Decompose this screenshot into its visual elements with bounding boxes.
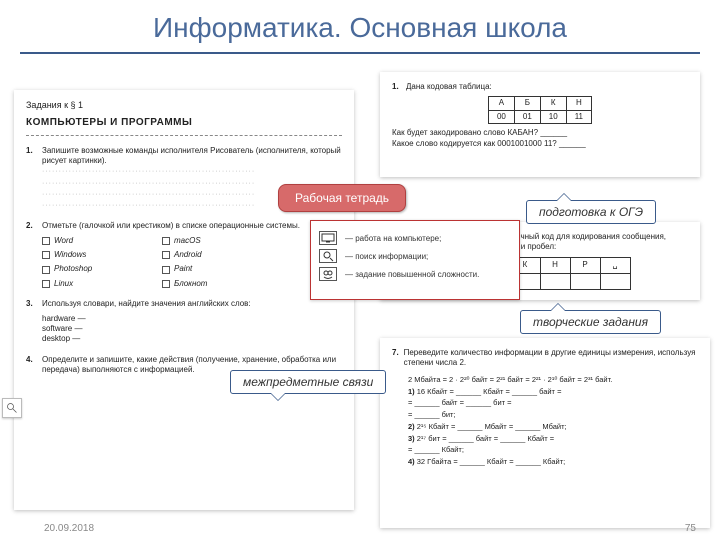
footer-date: 20.09.2018 xyxy=(44,523,94,534)
title-underline xyxy=(20,52,700,54)
tr-line2: Какое слово кодируется как 0001001000 11… xyxy=(392,139,688,149)
opt-linux: Linux xyxy=(54,279,73,289)
excerpt-topright: 1.Дана кодовая таблица: АБКН 00011011 Ка… xyxy=(380,72,700,177)
legend-work: — работа на компьютере; xyxy=(345,234,441,243)
footer-page: 75 xyxy=(685,523,696,534)
q3-num: 3. xyxy=(26,299,42,345)
opt-paint: Paint xyxy=(174,264,192,274)
section-title: КОМПЬЮТЕРЫ И ПРОГРАММЫ xyxy=(26,116,342,129)
opt-word: Word xyxy=(54,236,73,246)
legend-search: — поиск информации; xyxy=(345,252,428,261)
tr-lead: Дана кодовая таблица: xyxy=(406,82,492,92)
br-lead: Переведите количество информации в други… xyxy=(404,348,698,369)
br-example: 2 Мбайта = 2 · 2²⁰ байт = 2²¹ байт = 2²¹… xyxy=(408,375,698,385)
legend-hard: — задание повышенной сложности. xyxy=(345,270,479,279)
section-label: Задания к § 1 xyxy=(26,100,342,112)
term-hardware: hardware — xyxy=(42,314,342,324)
legend-box: — работа на компьютере; — поиск информац… xyxy=(310,220,520,300)
opt-photoshop: Photoshop xyxy=(54,264,92,274)
q2-num: 2. xyxy=(26,221,42,231)
term-software: software — xyxy=(42,324,342,334)
magnifier-icon xyxy=(2,398,22,418)
opt-android: Android xyxy=(174,250,202,260)
tr-line1: Как будет закодировано слово КАБАН? ____… xyxy=(392,128,688,138)
br-num: 7. xyxy=(392,348,404,369)
q2-text: Отметьте (галочкой или крестиком) в спис… xyxy=(42,221,342,231)
callout-links: межпредметные связи xyxy=(230,370,386,394)
tr-num: 1. xyxy=(392,82,406,92)
callout-creative: творческие задания xyxy=(520,310,661,334)
monitor-icon xyxy=(319,231,337,245)
opt-windows: Windows xyxy=(54,250,86,260)
page-title: Информатика. Основная школа xyxy=(0,12,720,44)
q1-text: Запишите возможные команды исполнителя Р… xyxy=(42,146,341,165)
excerpt-left: Задания к § 1 КОМПЬЮТЕРЫ И ПРОГРАММЫ 1. … xyxy=(14,90,354,510)
owl-icon xyxy=(319,267,337,281)
excerpt-botright: 7.Переведите количество информации в дру… xyxy=(380,338,710,528)
code-table: АБКН 00011011 xyxy=(488,96,592,124)
q3-text: Используя словари, найдите значения англ… xyxy=(42,299,251,308)
opt-notepad: Блокнот xyxy=(174,279,207,289)
opt-macos: macOS xyxy=(174,236,201,246)
workbook-pill: Рабочая тетрадь xyxy=(278,184,406,212)
q1-num: 1. xyxy=(26,146,42,212)
callout-oge: подготовка к ОГЭ xyxy=(526,200,656,224)
search-icon xyxy=(319,249,337,263)
term-desktop: desktop — xyxy=(42,334,342,344)
q4-num: 4. xyxy=(26,355,42,376)
